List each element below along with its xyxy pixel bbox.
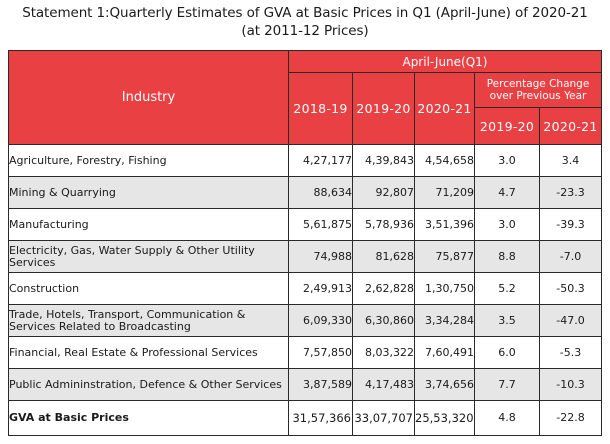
- pct-change-2020-21-cell: -47.0: [539, 304, 602, 337]
- table-row: Public Admininstration, Defence & Other …: [8, 368, 602, 401]
- industry-cell: Manufacturing: [8, 208, 289, 241]
- value-2019-20-cell: 81,628: [352, 240, 415, 273]
- header-pct-2019-20: 2019-20: [474, 107, 540, 145]
- value-2018-19-cell: 4,27,177: [288, 144, 353, 177]
- value-2019-20-cell: 5,78,936: [352, 208, 415, 241]
- header-year-2019-20: 2019-20: [352, 72, 415, 145]
- value-2018-19-cell: 7,57,850: [288, 336, 353, 369]
- value-2020-21-cell: 4,54,658: [414, 144, 475, 177]
- header-year-2018-19: 2018-19: [288, 72, 353, 145]
- pct-change-2019-20-cell: 5.2: [474, 272, 540, 305]
- value-2019-20-cell: 92,807: [352, 176, 415, 209]
- title-line-2: (at 2011-12 Prices): [241, 23, 369, 39]
- pct-change-2019-20-cell: 6.0: [474, 336, 540, 369]
- value-2020-21-cell: 1,30,750: [414, 272, 475, 305]
- header-percentage-change: Percentage Change over Previous Year: [474, 72, 602, 108]
- pct-change-2020-21-cell: -10.3: [539, 368, 602, 401]
- industry-cell: Mining & Quarrying: [8, 176, 289, 209]
- statement-title: Statement 1:Quarterly Estimates of GVA a…: [0, 4, 610, 40]
- value-2020-21-cell: 75,877: [414, 240, 475, 273]
- pct-change-2020-21-cell: -7.0: [539, 240, 602, 273]
- value-2020-21-cell: 71,209: [414, 176, 475, 209]
- pct-change-2020-21-cell: 3.4: [539, 144, 602, 177]
- pct-change-2019-20-cell: 3.5: [474, 304, 540, 337]
- value-2019-20-cell: 8,03,322: [352, 336, 415, 369]
- value-2019-20-cell: 4,17,483: [352, 368, 415, 401]
- industry-cell: Financial, Real Estate & Professional Se…: [8, 336, 289, 369]
- value-2019-20-cell: 33,07,707: [352, 400, 415, 436]
- value-2019-20-cell: 6,30,860: [352, 304, 415, 337]
- header-pct-2020-21: 2020-21: [539, 107, 602, 145]
- header-year-2020-21: 2020-21: [414, 72, 475, 145]
- value-2019-20-cell: 2,62,828: [352, 272, 415, 305]
- industry-cell: Construction: [8, 272, 289, 305]
- table-row: Agriculture, Forestry, Fishing 4,27,177 4,…: [8, 144, 602, 177]
- industry-cell: Public Admininstration, Defence & Other …: [8, 368, 289, 401]
- total-row: GVA at Basic Prices 31,57,366 33,07,707 25,…: [8, 400, 602, 436]
- value-2020-21-cell: 3,34,284: [414, 304, 475, 337]
- value-2020-21-cell: 3,74,656: [414, 368, 475, 401]
- value-2018-19-cell: 3,87,589: [288, 368, 353, 401]
- value-2019-20-cell: 4,39,843: [352, 144, 415, 177]
- value-2018-19-cell: 88,634: [288, 176, 353, 209]
- value-2018-19-cell: 74,988: [288, 240, 353, 273]
- pct-change-2019-20-cell: 3.0: [474, 144, 540, 177]
- industry-cell: Electricity, Gas, Water Supply & Other U…: [8, 240, 289, 273]
- pct-change-2020-21-cell: -5.3: [539, 336, 602, 369]
- table-row: Construction 2,49,913 2,62,828 1,30,750 5.2-…: [8, 272, 602, 305]
- value-2018-19-cell: 2,49,913: [288, 272, 353, 305]
- header-industry: Industry: [8, 50, 289, 145]
- table-row: Mining & Quarrying 88,634 92,807 71,209 4.7-…: [8, 176, 602, 209]
- value-2020-21-cell: 25,53,320: [414, 400, 475, 436]
- pct-change-2020-21-cell: -22.8: [539, 400, 602, 436]
- pct-change-2019-20-cell: 4.8: [474, 400, 540, 436]
- table-body: Agriculture, Forestry, Fishing 4,27,177 4,…: [8, 144, 602, 436]
- gva-table: Industry April-June(Q1) 2018-19 2019-20 …: [8, 50, 602, 436]
- industry-cell: GVA at Basic Prices: [8, 400, 289, 436]
- pct-change-2019-20-cell: 7.7: [474, 368, 540, 401]
- table-row: Financial, Real Estate & Professional Se…: [8, 336, 602, 369]
- value-2018-19-cell: 31,57,366: [288, 400, 353, 436]
- table-row: Electricity, Gas, Water Supply & Other U…: [8, 240, 602, 273]
- table-row: Trade, Hotels, Transport, Communication …: [8, 304, 602, 337]
- pct-change-2019-20-cell: 3.0: [474, 208, 540, 241]
- value-2020-21-cell: 7,60,491: [414, 336, 475, 369]
- pct-change-2020-21-cell: -50.3: [539, 272, 602, 305]
- pct-change-2019-20-cell: 8.8: [474, 240, 540, 273]
- pct-change-2020-21-cell: -23.3: [539, 176, 602, 209]
- table-row: Manufacturing 5,61,875 5,78,936 3,51,396 3.0…: [8, 208, 602, 241]
- industry-cell: Agriculture, Forestry, Fishing: [8, 144, 289, 177]
- value-2020-21-cell: 3,51,396: [414, 208, 475, 241]
- value-2018-19-cell: 6,09,330: [288, 304, 353, 337]
- pct-change-2020-21-cell: -39.3: [539, 208, 602, 241]
- pct-change-2019-20-cell: 4.7: [474, 176, 540, 209]
- industry-cell: Trade, Hotels, Transport, Communication …: [8, 304, 289, 337]
- header-april-june-q1: April-June(Q1): [288, 50, 602, 73]
- title-line-1: Statement 1:Quarterly Estimates of GVA a…: [22, 5, 588, 21]
- value-2018-19-cell: 5,61,875: [288, 208, 353, 241]
